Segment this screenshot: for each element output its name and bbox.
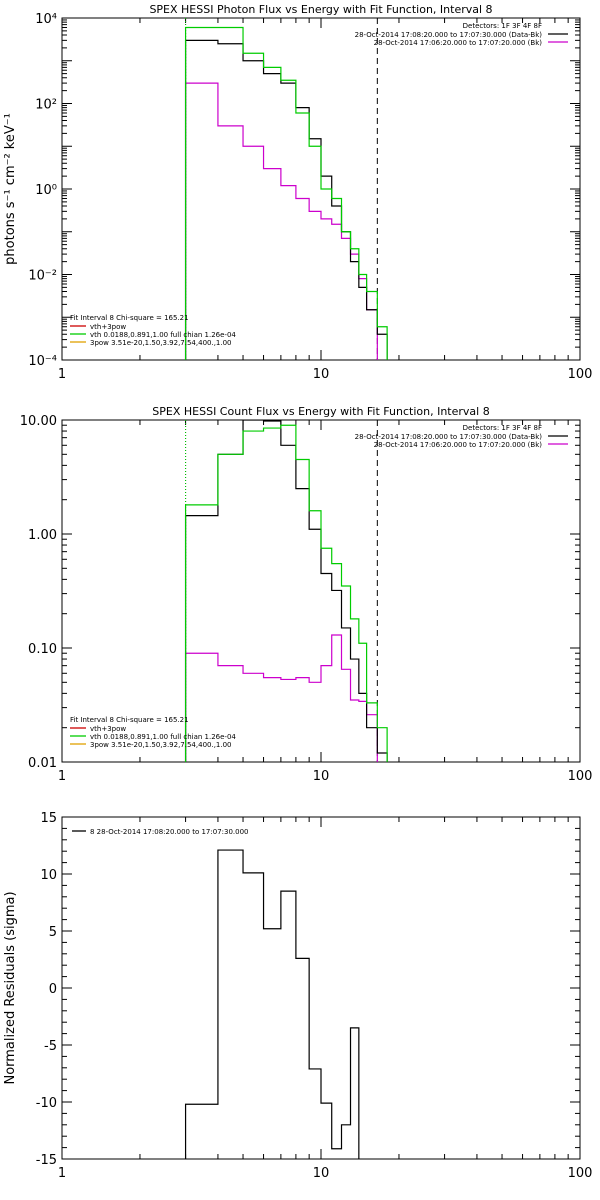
legend-entry-label: 28-Oct-2014 17:06:20.000 to 17:07:20.000… [374,441,543,449]
y-tick-label: -5 [44,1039,57,1054]
chart-panel-3: 1 10 100 -15 -10 -5 0 5 10 15 Normalized Residuals… [3,811,592,1181]
legend-entry-label: 28-Oct-2014 17:06:20.000 to 17:07:20.000… [374,39,543,47]
fit-legend-label: 3pow 3.51e-20,1.50,3.92,7.54,400.,1.00 [90,741,232,749]
y-tick-label: 10² [35,98,57,113]
plot-area [184,849,360,1159]
y-tick-label: 10⁴ [35,12,57,27]
series-line-3 [184,424,388,762]
plot-frame [61,816,581,1160]
series-line-2 [184,82,378,360]
series-line-1 [184,420,388,762]
y-tick-label: 10.00 [20,414,57,429]
fit-legend-label: 3pow 3.51e-20,1.50,3.92,7.54,400.,1.00 [90,339,232,347]
plot-area [184,420,388,762]
y-tick-label: 1.00 [28,528,57,543]
y-tick-label: 0.01 [28,756,57,771]
x-tick-label: 1 [58,367,66,382]
chart-title: SPEX HESSI Count Flux vs Energy with Fit… [152,405,489,418]
fit-legend-label: vth+3pow [90,725,126,733]
fit-legend-label: vth 0.0188,0.891,1.00 full chian 1.26e-0… [90,331,236,339]
y-tick-label: -15 [36,1153,57,1168]
y-tick-label: 15 [40,811,57,826]
x-tick-label: 10 [313,367,330,382]
chart-title: SPEX HESSI Photon Flux vs Energy with Fi… [149,3,492,16]
x-tick-label: 10 [313,769,330,784]
legend-entry-label: 28-Oct-2014 17:08:20.000 to 17:07:30.000… [355,31,543,39]
x-tick-label: 10 [313,1166,330,1181]
series-line-2 [184,634,378,762]
y-tick-label: 10⁰ [35,183,57,198]
fit-legend-header: Fit Interval 8 Chi-square = 165.21 [70,716,189,724]
y-tick-label: 10 [40,868,57,883]
y-tick-label: 0 [49,982,57,997]
y-axis-label: Normalized Residuals (sigma) [3,891,18,1084]
x-tick-label: 1 [58,1166,66,1181]
chart-panel-2: SPEX HESSI Count Flux vs Energy with Fit… [20,405,593,784]
series-line-3 [184,26,388,360]
x-tick-label: 100 [568,769,593,784]
series-line-1 [184,39,388,360]
y-tick-label: 5 [49,925,57,940]
legend-header: Detectors: 1F 3F 4F 8F [463,424,542,432]
x-tick-label: 1 [58,769,66,784]
y-axis-label: photons s⁻¹ cm⁻² keV⁻¹ [3,113,18,265]
fit-legend-header: Fit Interval 8 Chi-square = 165.21 [70,314,189,322]
plot-frame [61,419,581,763]
legend-entry-label: 28-Oct-2014 17:08:20.000 to 17:07:30.000… [355,433,543,441]
residual-legend-label: 8 28-Oct-2014 17:08:20.000 to 17:07:30.0… [90,828,249,836]
legend-header: Detectors: 1F 3F 4F 8F [463,22,542,30]
chart-panel-1: SPEX HESSI Photon Flux vs Energy with Fi… [3,3,592,382]
x-tick-label: 100 [568,367,593,382]
x-tick-label: 100 [568,1166,593,1181]
series-line-1 [184,849,360,1159]
y-tick-label: 0.10 [28,642,57,657]
y-tick-label: 10⁻⁴ [28,354,57,369]
fit-legend-label: vth+3pow [90,323,126,331]
y-tick-label: -10 [36,1096,57,1111]
plot-area [184,18,388,360]
y-tick-label: 10⁻² [28,269,57,284]
fit-legend-label: vth 0.0188,0.891,1.00 full chian 1.26e-0… [90,733,236,741]
